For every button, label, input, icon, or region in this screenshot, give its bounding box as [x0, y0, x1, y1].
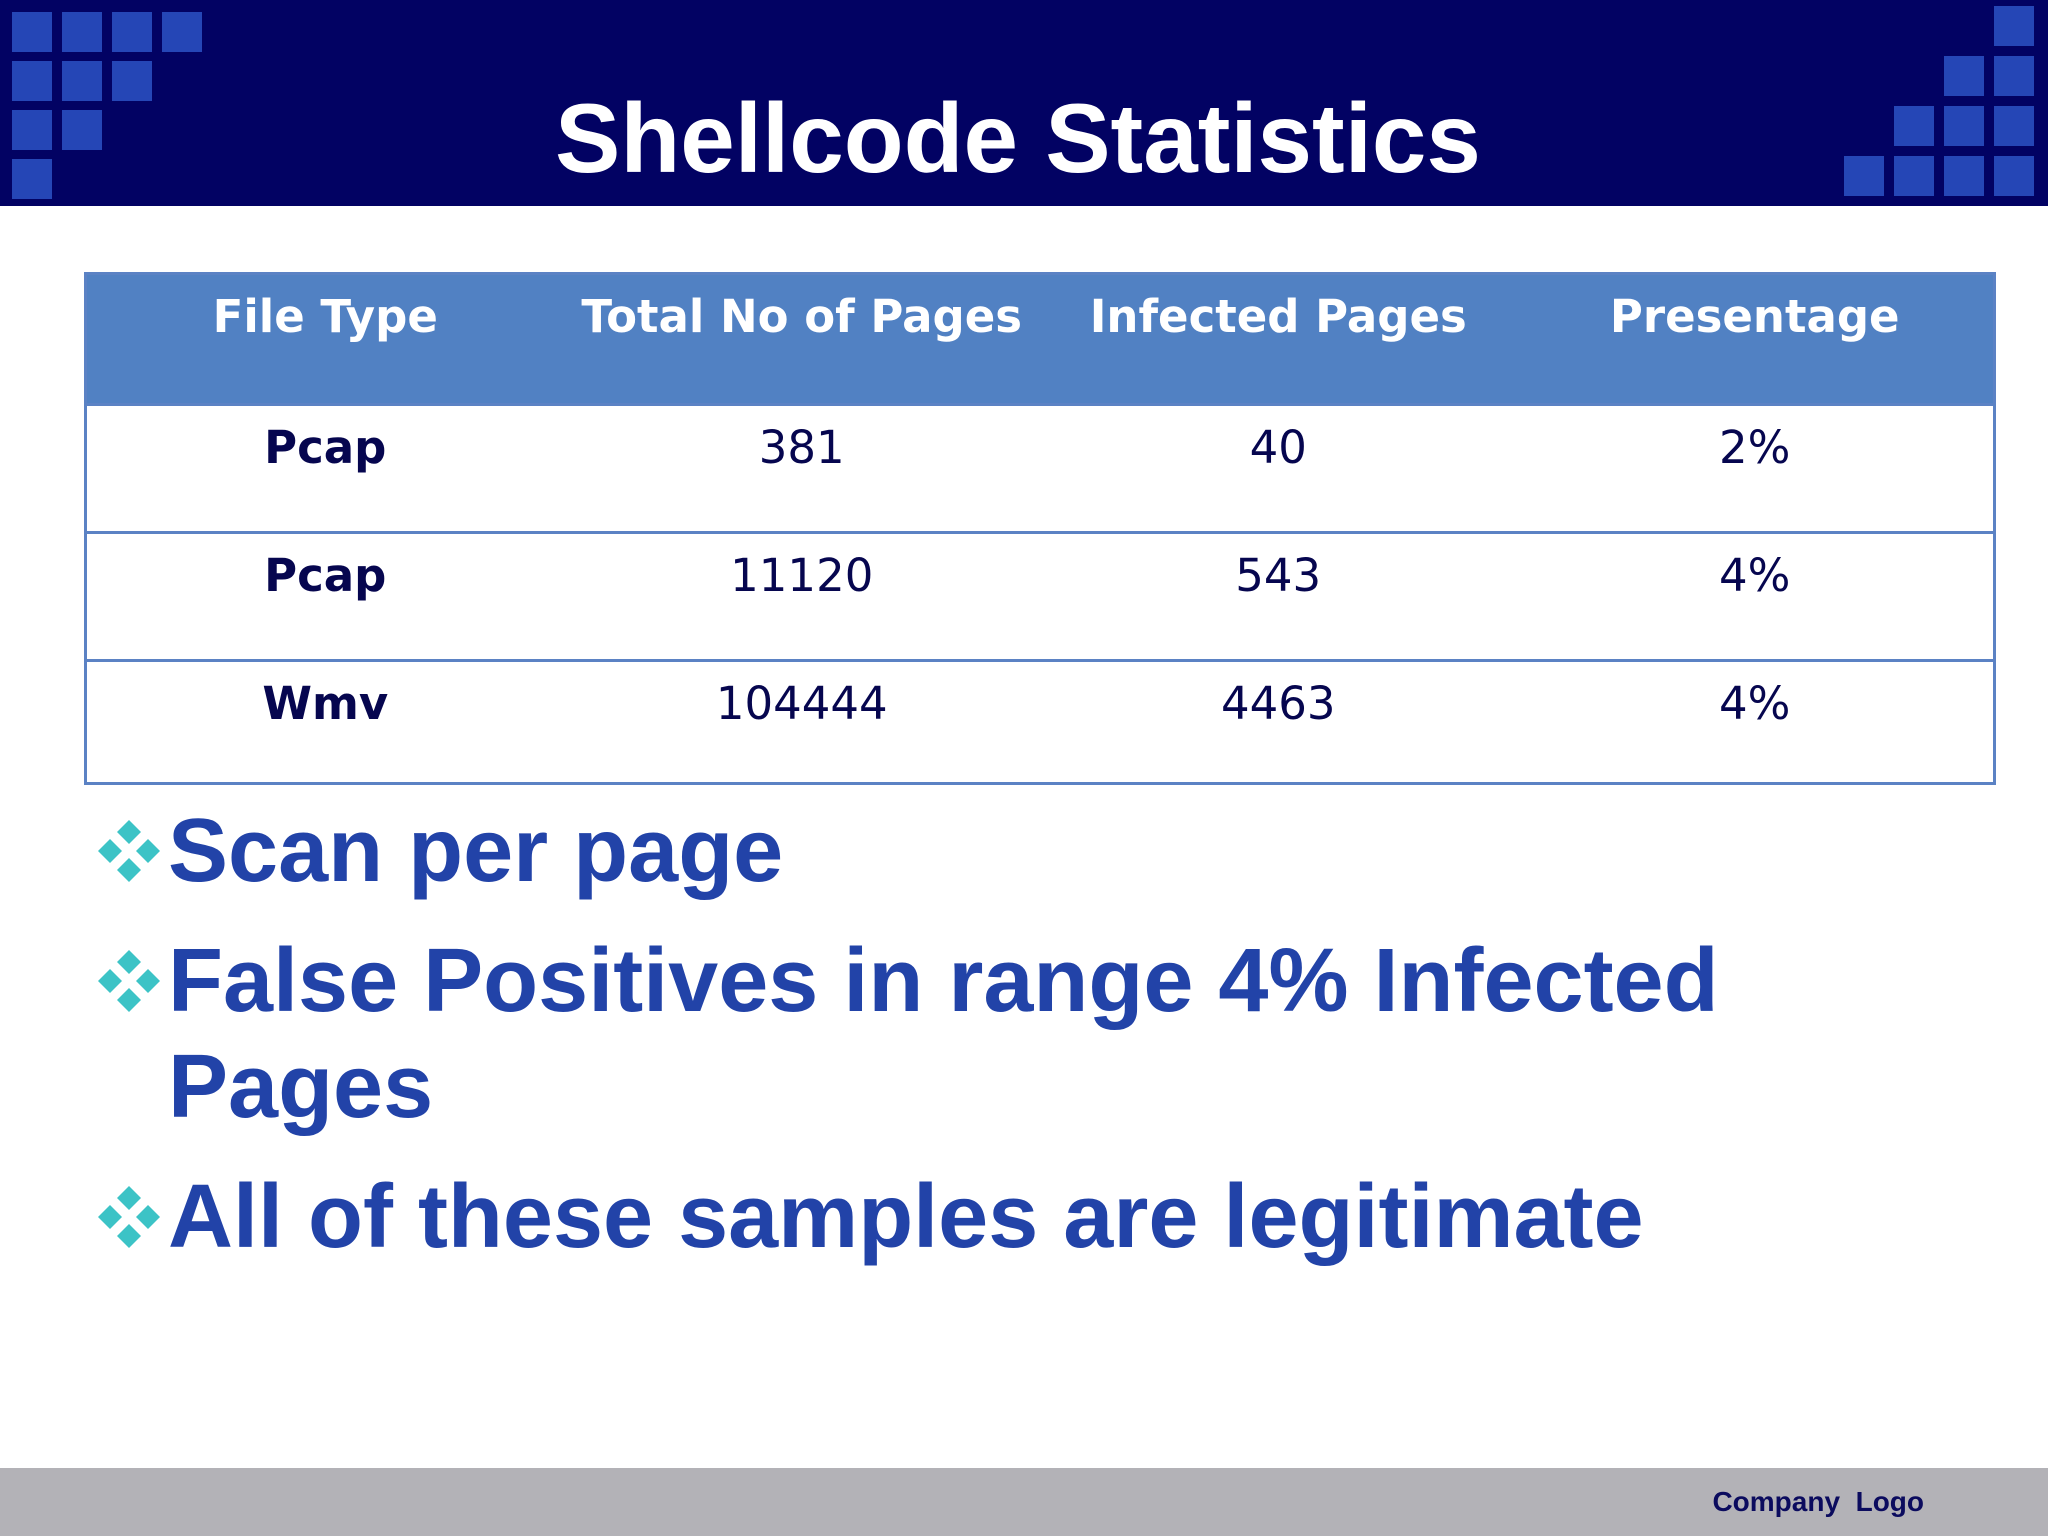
list-item: All of these samples are legitimate [96, 1164, 1996, 1270]
bullet-text: Scan per page [168, 801, 784, 901]
decor-square [1844, 156, 1884, 196]
decor-square [62, 110, 102, 150]
stats-table: File Type Total No of Pages Infected Pag… [84, 272, 1996, 785]
company-logo: Company Logo [1712, 1486, 1924, 1517]
diamond-cluster-icon [98, 1186, 160, 1248]
decor-square [112, 61, 152, 101]
table-cell-file-type: Wmv [262, 677, 389, 730]
decor-square [1894, 156, 1934, 196]
table-cell-total-pages: 104444 [715, 677, 888, 730]
decor-square [1994, 106, 2034, 146]
table-cell-file-type: Pcap [264, 421, 387, 474]
table-cell-infected-pages: 543 [1235, 549, 1322, 602]
diamond-cluster-icon [98, 820, 160, 882]
table-row: Pcap 381 40 2% [87, 403, 1993, 531]
table-cell-percentage: 4% [1719, 677, 1791, 730]
decor-square [1994, 6, 2034, 46]
decor-square [12, 110, 52, 150]
table-cell-infected-pages: 40 [1249, 421, 1307, 474]
column-header: File Type [212, 290, 438, 343]
diamond-cluster-icon [98, 950, 160, 1012]
table-cell-infected-pages: 4463 [1220, 677, 1336, 730]
decor-square [162, 12, 202, 52]
decor-square [12, 159, 52, 199]
slide-title: Shellcode Statistics [555, 83, 1481, 193]
table-cell-total-pages: 381 [758, 421, 845, 474]
column-header: Presentage [1609, 290, 1900, 343]
decor-square [62, 61, 102, 101]
decor-square [1994, 156, 2034, 196]
decor-square [1944, 156, 1984, 196]
decor-square [1994, 56, 2034, 96]
header-band: Shellcode Statistics [0, 0, 2048, 206]
table-row: Wmv 104444 4463 4% [87, 659, 1993, 782]
decor-square [12, 12, 52, 52]
column-header: Infected Pages [1089, 290, 1467, 343]
bullet-list: Scan per page False Positives in range 4… [96, 798, 1996, 1294]
decor-square [62, 12, 102, 52]
bullet-text: False Positives in range 4% Infected Pag… [168, 931, 1719, 1137]
footer-bar: Company Logo [0, 1468, 2048, 1536]
table-cell-total-pages: 11120 [730, 549, 874, 602]
table-cell-percentage: 2% [1719, 421, 1791, 474]
decor-square [112, 12, 152, 52]
decor-square [1944, 106, 1984, 146]
decor-square [1944, 56, 1984, 96]
table-cell-file-type: Pcap [264, 549, 387, 602]
table-row: Pcap 11120 543 4% [87, 531, 1993, 659]
table-header-row: File Type Total No of Pages Infected Pag… [87, 275, 1993, 403]
column-header: Total No of Pages [581, 290, 1023, 343]
list-item: False Positives in range 4% Infected Pag… [96, 928, 1996, 1140]
decor-square [1894, 106, 1934, 146]
bullet-text: All of these samples are legitimate [168, 1167, 1644, 1267]
table-cell-percentage: 4% [1719, 549, 1791, 602]
decor-square [12, 61, 52, 101]
list-item: Scan per page [96, 798, 1996, 904]
